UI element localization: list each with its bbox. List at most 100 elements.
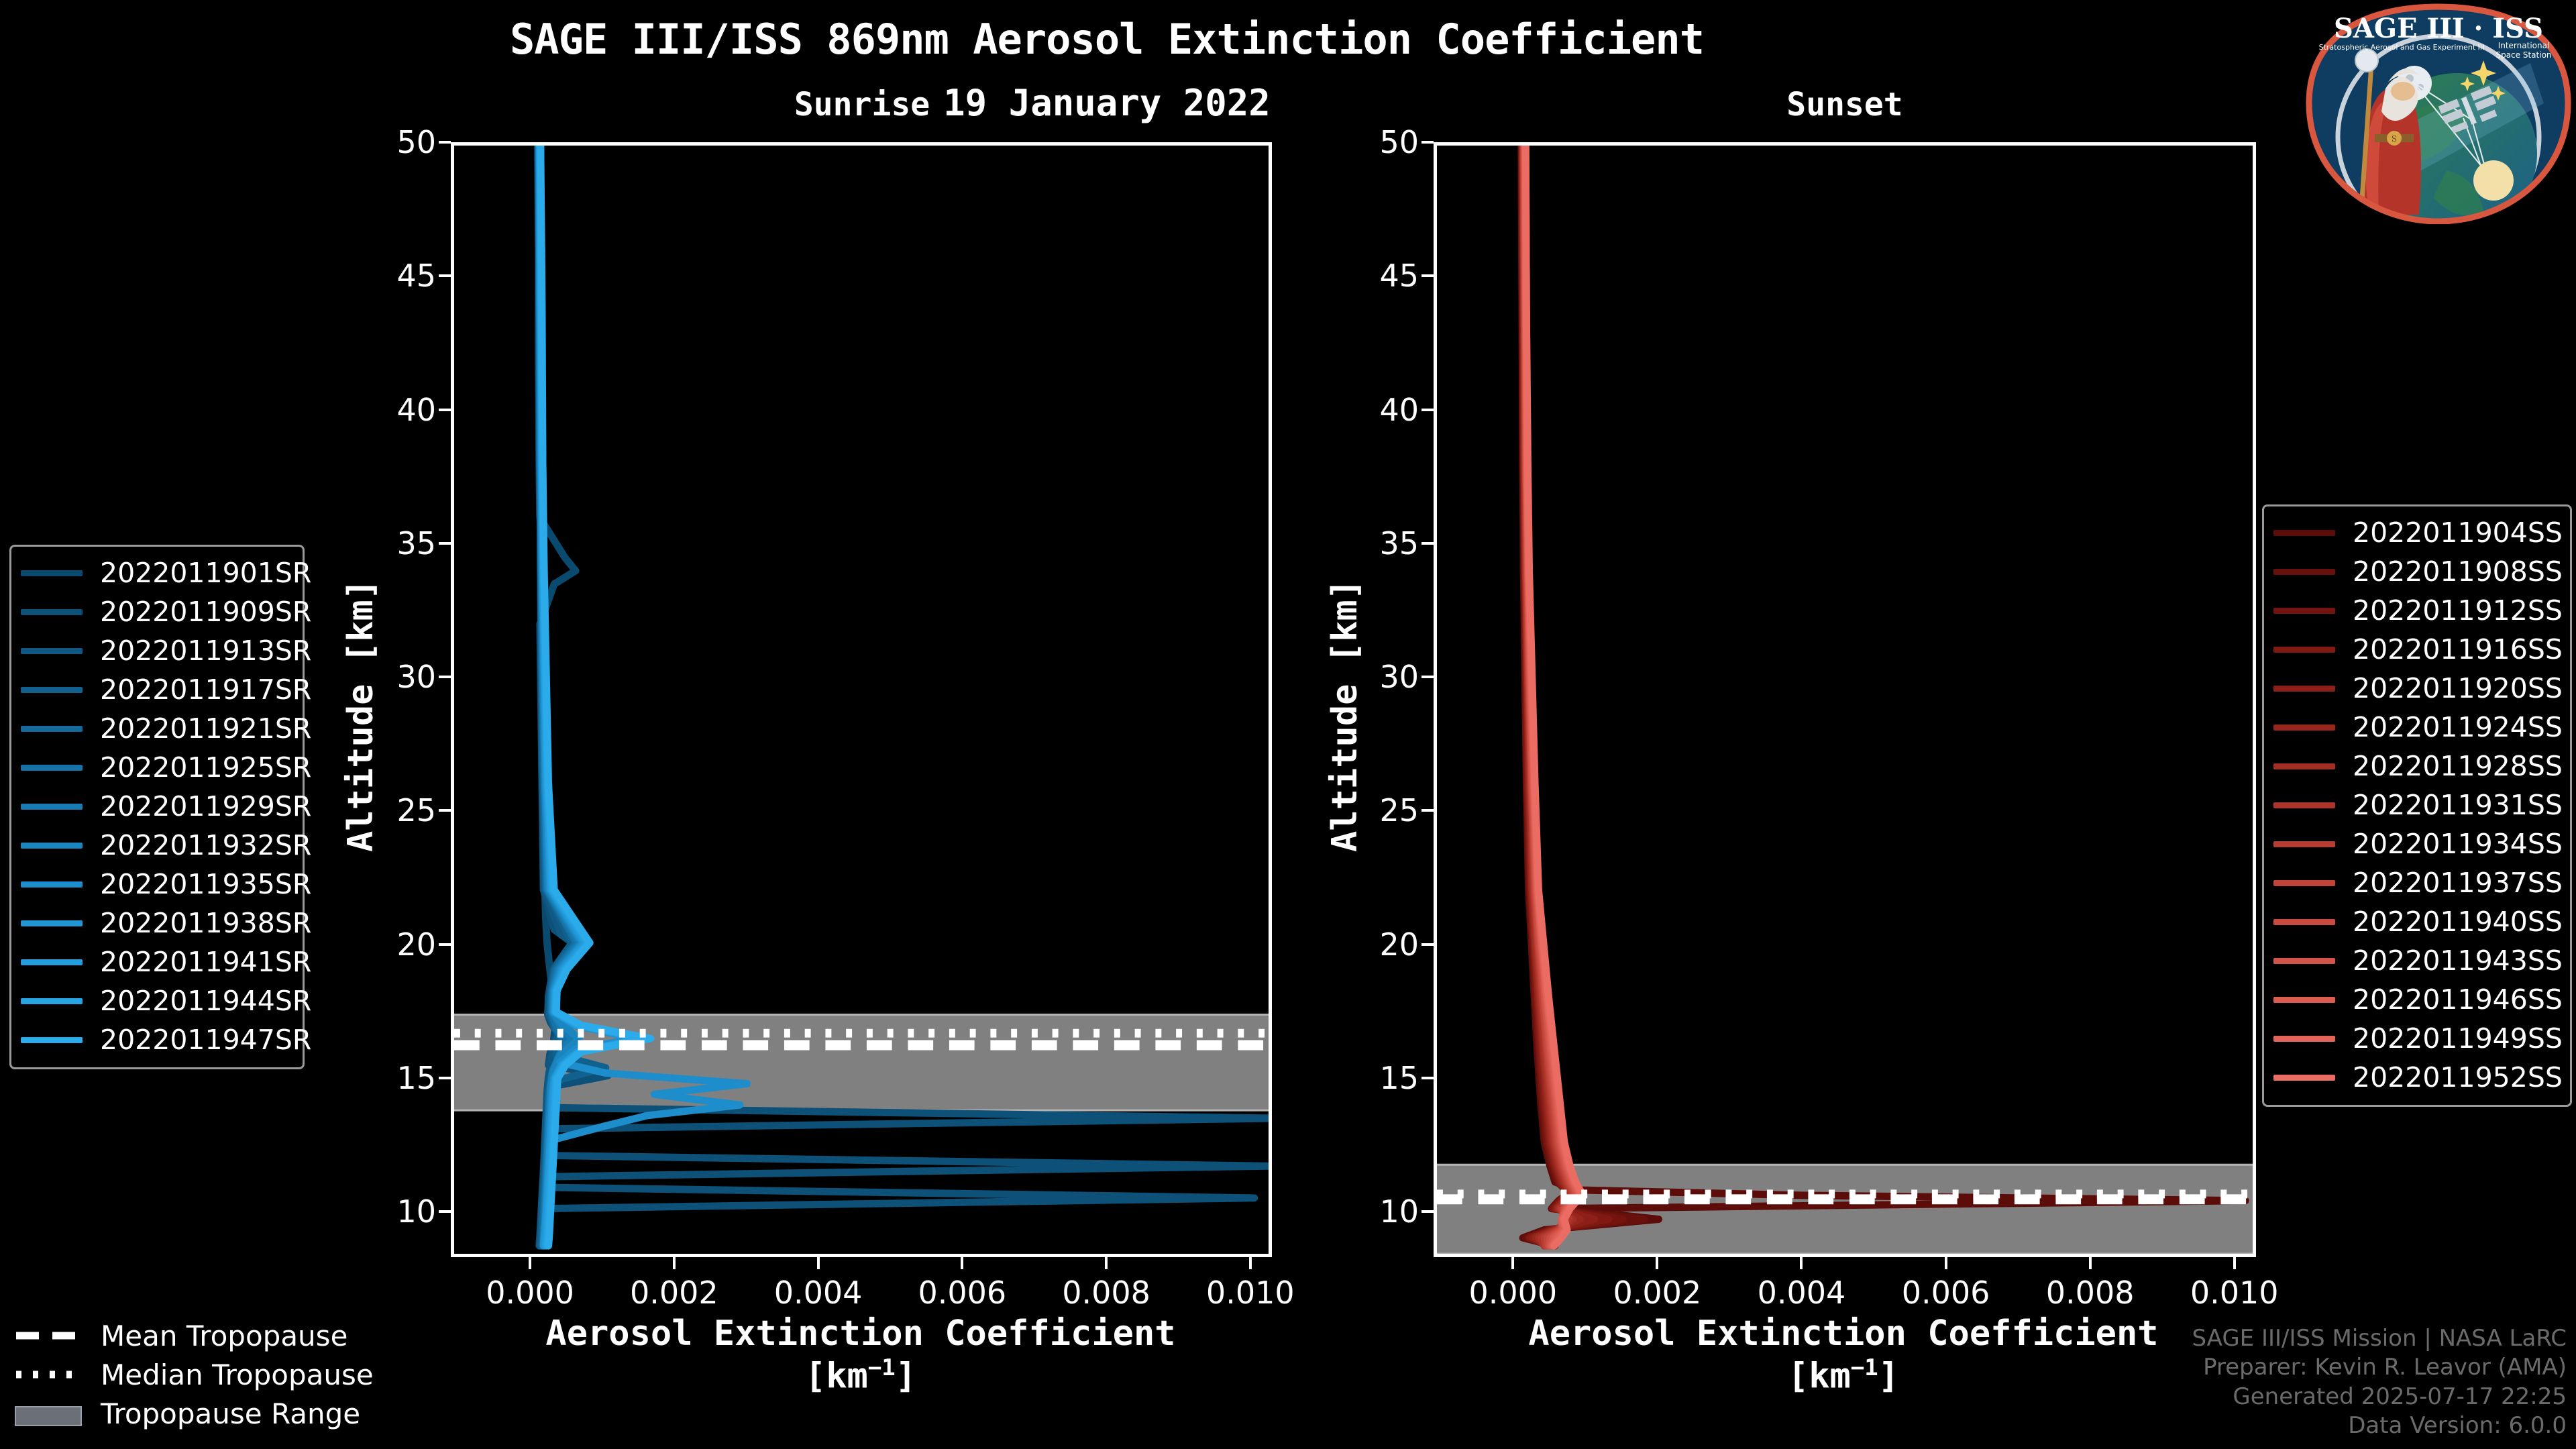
- series-line: [1521, 146, 1585, 1250]
- legend-color-swatch-icon: [2273, 996, 2335, 1003]
- legend-item[interactable]: 2022011925SR: [21, 748, 311, 787]
- plot-area-sunrise: [451, 142, 1272, 1257]
- y-axis-tick-mark: [439, 274, 451, 278]
- legend-sunset[interactable]: 2022011904SS 2022011908SS 2022011912SS 2022…: [2262, 504, 2572, 1107]
- legend-color-swatch-icon: [21, 803, 83, 810]
- series-line: [537, 146, 655, 1250]
- y-axis-tick-mark: [439, 541, 451, 545]
- dotted-line-icon: [15, 1367, 85, 1382]
- x-axis-label-text: Aerosol Extinction Coefficient: [1528, 1313, 2159, 1354]
- sunrise-profile-svg: [454, 146, 1269, 1250]
- x-axis-tick-label: 0.008: [2045, 1275, 2135, 1311]
- credits-data-version: Data Version: 6.0.0: [2348, 1412, 2567, 1440]
- legend-color-swatch-icon: [21, 686, 83, 693]
- legend-item[interactable]: 2022011921SR: [21, 709, 311, 748]
- legend-item[interactable]: 2022011940SS: [2273, 902, 2563, 941]
- y-axis-tick-label: 15: [1379, 1059, 1419, 1096]
- legend-item[interactable]: 2022011941SR: [21, 943, 311, 981]
- legend-item-label: 2022011931SS: [2353, 789, 2563, 821]
- x-axis-ticks-sunrise: 0.000 0.002 0.004 0.006 0.008 0.010: [451, 1257, 1295, 1318]
- legend-color-swatch-icon: [2273, 646, 2335, 653]
- y-axis-tick-mark: [1421, 1210, 1434, 1214]
- legend-item-label: 2022011938SR: [100, 907, 312, 939]
- legend-item[interactable]: 2022011947SR: [21, 1020, 311, 1059]
- legend-item[interactable]: 2022011904SS: [2273, 513, 2563, 552]
- y-axis-tick-label: 25: [396, 792, 436, 829]
- legend-color-swatch-icon: [2273, 568, 2335, 575]
- x-axis-tick-mark: [1105, 1257, 1108, 1269]
- legend-color-swatch-icon: [21, 725, 83, 732]
- legend-item[interactable]: 2022011908SS: [2273, 552, 2563, 591]
- y-axis-tick-label: 50: [396, 124, 436, 160]
- y-axis-tick-mark: [1421, 943, 1434, 946]
- legend-item[interactable]: 2022011952SS: [2273, 1058, 2563, 1097]
- page-title: SAGE III/ISS 869nm Aerosol Extinction Co…: [509, 15, 1705, 64]
- legend-color-swatch-icon: [21, 881, 83, 888]
- legend-tropopause: Mean Tropopause Median Tropopause Tropop…: [15, 1316, 374, 1433]
- y-axis-tick-label: 25: [1379, 792, 1419, 829]
- legend-item[interactable]: 2022011924SS: [2273, 708, 2563, 747]
- legend-color-swatch-icon: [21, 647, 83, 654]
- legend-item[interactable]: 2022011928SS: [2273, 747, 2563, 786]
- x-axis-label-sunset: Aerosol Extinction Coefficient [km−1]: [1431, 1313, 2256, 1397]
- y-axis-tick-mark: [439, 1210, 451, 1214]
- legend-item[interactable]: 2022011920SS: [2273, 669, 2563, 708]
- x-axis-tick-mark: [672, 1257, 676, 1269]
- legend-item[interactable]: 2022011934SS: [2273, 824, 2563, 863]
- legend-item-label: 2022011904SS: [2353, 517, 2563, 549]
- y-axis-label-sunset: Altitude [km]: [1325, 579, 1365, 852]
- x-axis-tick-label: 0.002: [629, 1275, 718, 1311]
- panel-title-sunset: Sunset: [1786, 86, 1903, 123]
- y-axis-tick-label: 30: [396, 659, 436, 696]
- x-axis-tick-label: 0.000: [486, 1275, 574, 1311]
- legend-color-swatch-icon: [21, 998, 83, 1004]
- y-axis-tick-mark: [1421, 141, 1434, 144]
- x-axis-tick-mark: [529, 1257, 532, 1269]
- logo-subtitle-right-1: International: [2498, 41, 2550, 50]
- legend-item[interactable]: 2022011935SR: [21, 865, 311, 904]
- legend-item-median-tropopause: Median Tropopause: [15, 1355, 374, 1394]
- legend-item[interactable]: 2022011938SR: [21, 904, 311, 943]
- y-axis-tick-mark: [1421, 1076, 1434, 1079]
- legend-item[interactable]: 2022011917SR: [21, 670, 311, 709]
- legend-item[interactable]: 2022011909SR: [21, 592, 311, 631]
- legend-item[interactable]: 2022011929SR: [21, 787, 311, 826]
- legend-item[interactable]: 2022011931SS: [2273, 786, 2563, 824]
- legend-color-swatch-icon: [2273, 607, 2335, 614]
- legend-item-label: 2022011921SR: [100, 712, 312, 745]
- legend-color-swatch-icon: [2273, 957, 2335, 964]
- legend-item[interactable]: 2022011901SR: [21, 553, 311, 592]
- legend-item[interactable]: 2022011912SS: [2273, 591, 2563, 630]
- legend-sunrise[interactable]: 2022011901SR 2022011909SR 2022011913SR 2022…: [9, 545, 311, 1069]
- y-axis-tick-mark: [1421, 408, 1434, 411]
- y-axis-tick-mark: [439, 809, 451, 812]
- legend-item[interactable]: 2022011916SS: [2273, 630, 2563, 669]
- x-axis-tick-mark: [1656, 1257, 1659, 1269]
- legend-color-swatch-icon: [2273, 879, 2335, 886]
- legend-item[interactable]: 2022011932SR: [21, 826, 311, 865]
- legend-item[interactable]: 2022011944SR: [21, 981, 311, 1020]
- legend-item-tropopause-range: Tropopause Range: [15, 1394, 364, 1433]
- legend-item-label: 2022011932SR: [100, 829, 312, 861]
- y-axis-tick-mark: [439, 943, 451, 946]
- legend-item[interactable]: 2022011946SS: [2273, 980, 2563, 1019]
- legend-item-label: 2022011909SR: [100, 596, 312, 628]
- x-axis-tick-label: 0.010: [1205, 1275, 1295, 1311]
- legend-color-swatch-icon: [2273, 802, 2335, 808]
- series-line: [1517, 146, 2249, 1250]
- legend-item-label: 2022011901SR: [100, 557, 312, 589]
- legend-item-label: 2022011937SS: [2353, 867, 2563, 899]
- x-axis-tick-mark: [1800, 1257, 1803, 1269]
- x-axis-tick-mark: [2233, 1257, 2236, 1269]
- legend-item-label: 2022011940SS: [2353, 906, 2563, 938]
- y-axis-tick-mark: [1421, 809, 1434, 812]
- legend-item[interactable]: 2022011937SS: [2273, 863, 2563, 902]
- x-axis-tick-label: 0.004: [1757, 1275, 1846, 1311]
- sage-iii-iss-mission-patch-logo: S SAGE III · ISS Stratospheric Aerosol a…: [2302, 3, 2575, 225]
- legend-item[interactable]: 2022011913SR: [21, 631, 311, 670]
- legend-item[interactable]: 2022011949SS: [2273, 1019, 2563, 1058]
- legend-color-swatch-icon: [2273, 529, 2335, 536]
- legend-item-label: 2022011916SS: [2353, 633, 2563, 665]
- legend-item[interactable]: 2022011943SS: [2273, 941, 2563, 980]
- x-axis-tick-mark: [1248, 1257, 1252, 1269]
